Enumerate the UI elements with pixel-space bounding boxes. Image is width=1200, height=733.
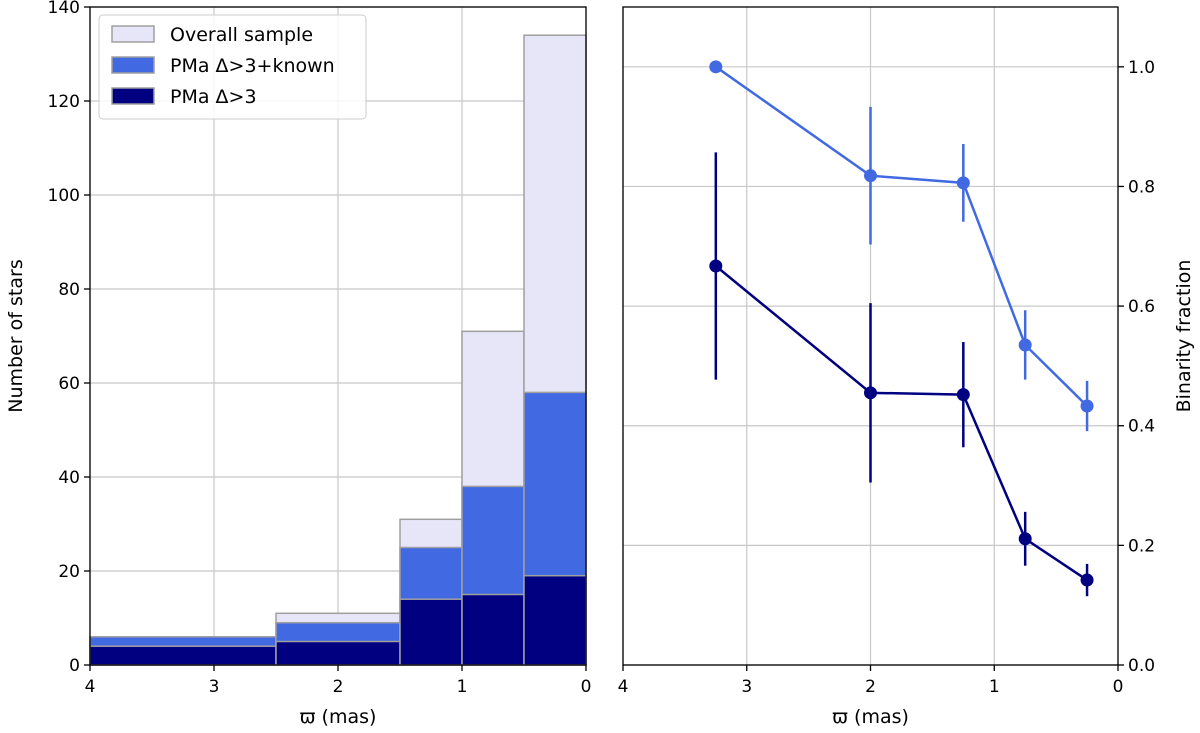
data-point [864, 386, 877, 400]
series-line [715, 65, 1088, 407]
right-x-tick-label: 0 [1113, 677, 1124, 697]
left-x-tick-label: 3 [209, 677, 220, 697]
right-y-tick-label: 0.2 [1128, 536, 1155, 556]
right-y-tick-label: 1.0 [1128, 58, 1155, 78]
data-point [1018, 532, 1032, 546]
left-y-tick-label: 120 [48, 92, 80, 112]
binarity-fraction-panel: 4 3 2 1 00.0 0.2 0.4 0.6 0.8 1.0 ϖ (mas) Binarity f… [618, 6, 1195, 728]
data-point [709, 259, 723, 273]
left-x-tick-label: 0 [581, 677, 592, 697]
histogram-bar [275, 640, 401, 666]
left-x-tick-label: 4 [85, 677, 96, 697]
right-y-tick-label: 0.4 [1128, 417, 1155, 437]
data-point [956, 388, 970, 402]
left-y-axis-label: Number of stars [5, 259, 27, 412]
data-point [1018, 338, 1032, 352]
right-x-axis-label: ϖ (mas) [832, 706, 909, 728]
legend-label: Overall sample [170, 24, 313, 46]
legend-label: PMa Δ>3+known [170, 55, 335, 77]
right-y-tick-label: 0.0 [1128, 656, 1155, 676]
left-y-tick-label: 140 [48, 0, 80, 18]
left-y-tick-label: 100 [48, 186, 80, 206]
right-y-axis-label: Binarity fraction [1173, 260, 1195, 413]
left-x-tick-label: 1 [457, 677, 468, 697]
left-y-tick-label: 60 [58, 374, 80, 394]
left-x-axis-label: ϖ (mas) [300, 706, 377, 728]
histogram-bar [399, 598, 463, 666]
left-y-tick-label: 0 [69, 656, 80, 676]
histogram-bar [461, 593, 525, 666]
data-point [1080, 399, 1094, 413]
data-point [709, 60, 723, 74]
left-x-tick-label: 2 [333, 677, 344, 697]
data-point [864, 169, 877, 183]
legend-swatch [111, 87, 155, 105]
right-x-tick-label: 2 [865, 677, 876, 697]
legend: Overall sample PMa Δ>3+known PMa Δ>3 [98, 14, 367, 120]
right-x-tick-label: 4 [618, 677, 629, 697]
histogram-bar [523, 574, 587, 666]
data-point [1080, 573, 1094, 587]
legend-box [98, 14, 367, 120]
histogram-bar [89, 645, 277, 666]
legend-label: PMa Δ>3 [170, 86, 257, 108]
right-x-tick-label: 3 [741, 677, 752, 697]
right-y-tick-label: 0.6 [1128, 297, 1155, 317]
legend-swatch [111, 56, 155, 74]
legend-swatch [111, 25, 155, 43]
left-y-tick-label: 40 [58, 468, 80, 488]
left-y-tick-label: 20 [58, 562, 80, 582]
series-line [715, 265, 1088, 582]
right-y-tick-label: 0.8 [1128, 177, 1155, 197]
left-y-tick-label: 80 [58, 280, 80, 300]
right-x-tick-label: 1 [989, 677, 1000, 697]
data-point [956, 176, 970, 190]
